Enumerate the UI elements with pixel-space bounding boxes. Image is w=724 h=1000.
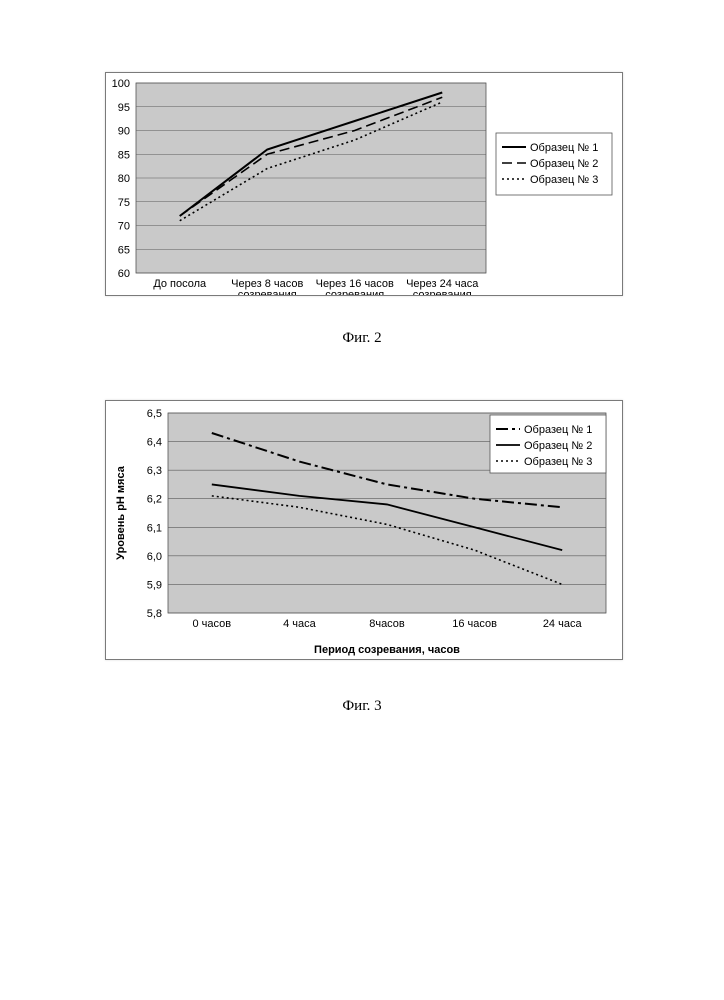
svg-text:0 часов: 0 часов (192, 618, 231, 630)
svg-text:До посола: До посола (153, 278, 207, 290)
svg-text:70: 70 (118, 221, 130, 233)
svg-text:85: 85 (118, 149, 130, 161)
figure-3-chart: 5,8 5,9 6,0 6,1 6,2 6,3 6,4 6,5 0 часов 4 часа 8ча… (106, 401, 622, 659)
svg-text:Образец № 2: Образец № 2 (530, 158, 598, 170)
svg-text:8часов: 8часов (369, 618, 405, 630)
svg-text:6,5: 6,5 (147, 408, 162, 420)
svg-text:Образец № 1: Образец № 1 (530, 142, 598, 154)
svg-text:6,3: 6,3 (147, 465, 162, 477)
svg-text:6,4: 6,4 (147, 437, 162, 449)
svg-text:95: 95 (118, 102, 130, 114)
svg-text:созревания: созревания (325, 289, 384, 295)
figure-3-caption: Фиг. 3 (0, 698, 724, 715)
svg-text:Образец № 3: Образец № 3 (530, 174, 598, 186)
svg-text:80: 80 (118, 173, 130, 185)
svg-text:Образец № 1: Образец № 1 (524, 424, 592, 436)
svg-text:6,0: 6,0 (147, 551, 162, 563)
figure-2-frame: 6065707580859095100До посолаЧерез 8 часо… (105, 72, 623, 296)
svg-text:созревания: созревания (413, 289, 472, 295)
svg-text:5,8: 5,8 (147, 608, 162, 620)
svg-text:24 часа: 24 часа (543, 618, 583, 630)
figure-3-frame: 5,8 5,9 6,0 6,1 6,2 6,3 6,4 6,5 0 часов 4 часа 8ча… (105, 400, 623, 660)
svg-text:Период созревания, часов: Период созревания, часов (314, 644, 460, 656)
svg-text:75: 75 (118, 197, 130, 209)
svg-text:5,9: 5,9 (147, 579, 162, 591)
svg-text:6,2: 6,2 (147, 494, 162, 506)
svg-text:100: 100 (112, 78, 130, 90)
svg-text:4 часа: 4 часа (283, 618, 317, 630)
svg-text:созревания: созревания (238, 289, 297, 295)
svg-text:16 часов: 16 часов (452, 618, 497, 630)
figure-2-caption: Фиг. 2 (0, 330, 724, 347)
svg-text:65: 65 (118, 244, 130, 256)
figure-2-chart: 6065707580859095100До посолаЧерез 8 часо… (106, 73, 622, 295)
svg-text:6,1: 6,1 (147, 522, 162, 534)
svg-text:Образец № 3: Образец № 3 (524, 456, 592, 468)
svg-text:Уровень pH мяса: Уровень pH мяса (115, 465, 127, 560)
svg-text:90: 90 (118, 126, 130, 138)
svg-text:Образец № 2: Образец № 2 (524, 440, 592, 452)
svg-text:60: 60 (118, 268, 130, 280)
